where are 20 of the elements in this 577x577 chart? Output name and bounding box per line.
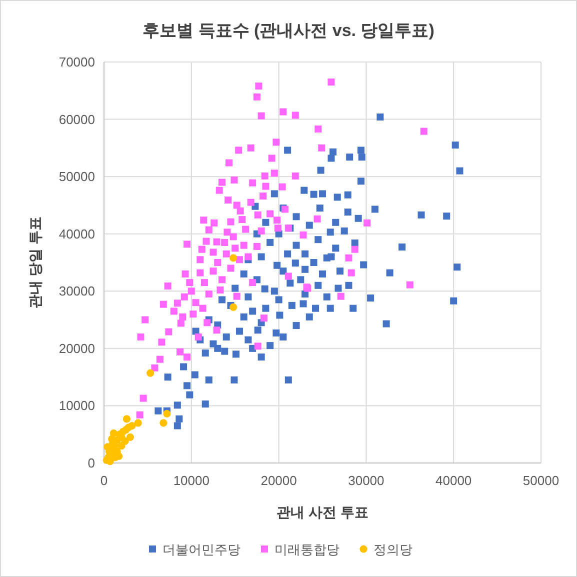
y-tick-label: 70000: [58, 54, 95, 70]
y-tick-label: 20000: [58, 340, 95, 356]
legend-label: 더불어민주당: [162, 542, 240, 557]
y-tick-label: 50000: [58, 169, 95, 184]
x-tick-label: 0: [100, 473, 108, 488]
y-tick-label: 60000: [58, 112, 95, 127]
y-tick-label: 30000: [58, 284, 95, 299]
x-tick-label: 30000: [348, 473, 384, 488]
y-tick-label: 40000: [58, 226, 95, 242]
legend-label: 미래통합당: [274, 542, 340, 557]
y-axis-title: 관내 당일 투표: [27, 216, 43, 308]
x-axis-title: 관내 사전 투표: [276, 504, 368, 520]
x-tick-label: 20000: [260, 473, 297, 488]
y-tick-label: 10000: [58, 398, 95, 414]
y-tick-label: 0: [88, 456, 95, 470]
legend-label: 정의당: [374, 542, 412, 557]
chart-title: 후보별 득표수 (관내사전 vs. 당일투표): [142, 21, 434, 40]
x-tick-label: 50000: [522, 473, 560, 488]
x-tick-label: 40000: [436, 473, 472, 488]
x-tick-label: 10000: [173, 473, 210, 488]
